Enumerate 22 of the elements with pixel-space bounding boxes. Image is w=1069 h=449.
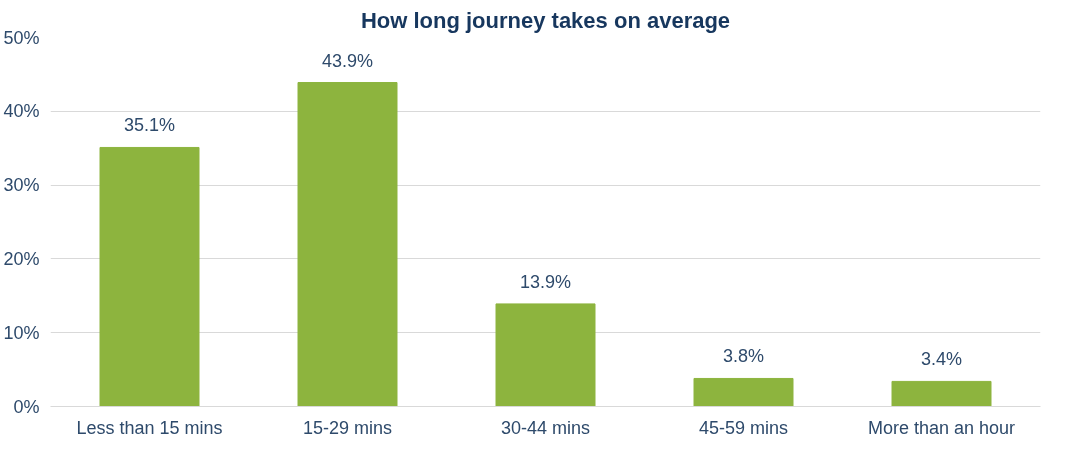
data-label: 3.8% bbox=[722, 346, 765, 367]
y-tick-label: 50% bbox=[3, 27, 40, 48]
bar bbox=[891, 380, 992, 407]
y-tick-label: 30% bbox=[3, 175, 40, 196]
x-tick-label: 45-59 mins bbox=[698, 417, 789, 438]
data-label: 35.1% bbox=[123, 115, 176, 136]
y-tick-label: 0% bbox=[13, 396, 40, 417]
y-tick-label: 20% bbox=[3, 248, 40, 269]
x-tick-label: 15-29 mins bbox=[302, 417, 393, 438]
data-label: 13.9% bbox=[519, 271, 572, 292]
x-tick-label: More than an hour bbox=[867, 417, 1016, 438]
x-tick-label: 30-44 mins bbox=[500, 417, 591, 438]
bar bbox=[693, 377, 794, 407]
data-label: 43.9% bbox=[321, 50, 374, 71]
y-tick-label: 10% bbox=[3, 322, 40, 343]
y-tick-label: 40% bbox=[3, 101, 40, 122]
chart-title: How long journey takes on average bbox=[360, 7, 731, 33]
x-tick-label: Less than 15 mins bbox=[76, 417, 223, 438]
bar bbox=[297, 82, 398, 407]
bar bbox=[495, 303, 596, 407]
bar bbox=[99, 146, 200, 407]
data-label: 3.4% bbox=[920, 349, 963, 370]
